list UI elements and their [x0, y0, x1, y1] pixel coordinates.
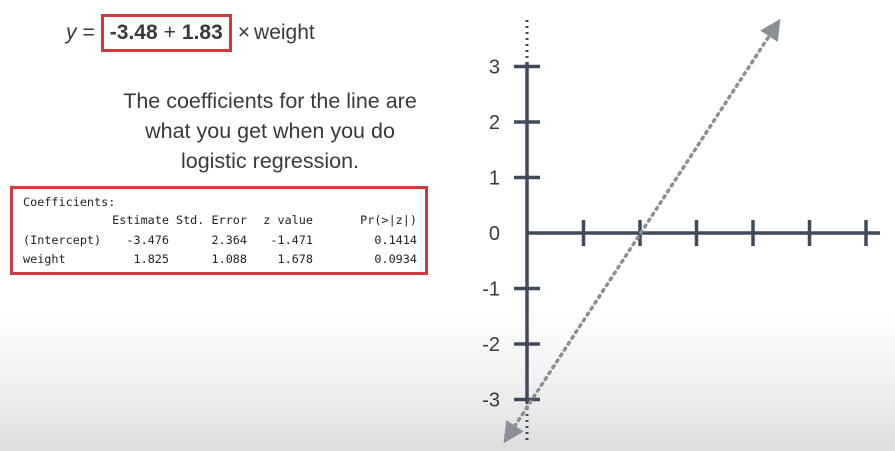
caption-line-3: logistic regression.: [180, 149, 360, 173]
row-p-value: 0.0934: [374, 252, 417, 266]
table-row-weight: weight 1.825 1.088 1.678 0.0934: [13, 252, 425, 269]
equation-plus: +: [163, 21, 176, 44]
row-p-value: 0.1414: [374, 233, 417, 247]
y-tick-label: -3: [482, 390, 500, 412]
y-tick-label: -2: [482, 334, 500, 356]
column-header-std-error: Std. Error: [175, 213, 247, 227]
equation-intercept: -3.48: [109, 21, 158, 44]
y-tick-label: 0: [489, 223, 500, 245]
row-estimate: -3.476: [126, 233, 169, 247]
caption-line-2: what you get when you do: [145, 119, 395, 143]
row-std-error: 2.364: [211, 233, 247, 247]
column-header-z-value: z value: [263, 213, 313, 227]
row-name: weight: [23, 252, 66, 266]
y-tick-label: 2: [489, 112, 500, 134]
equation-equals: =: [82, 21, 95, 44]
column-header-p-value: Pr(>|z|): [360, 213, 417, 227]
row-std-error: 1.088: [211, 252, 247, 266]
equation-y-symbol: y: [66, 21, 77, 44]
caption: The coefficients for the line are what y…: [80, 86, 460, 176]
row-name: (Intercept): [23, 233, 102, 247]
coefficients-header-row: Estimate Std. Error z value Pr(>|z|): [13, 213, 425, 230]
caption-line-1: The coefficients for the line are: [123, 89, 417, 113]
row-estimate: 1.825: [133, 252, 169, 266]
y-tick-label: -1: [482, 279, 500, 301]
y-tick-label: 3: [489, 57, 500, 79]
equation-slope: 1.83: [181, 21, 223, 44]
y-tick-label: 1: [489, 168, 500, 190]
row-z-value: 1.678: [277, 252, 313, 266]
equation: y = -3.48 +1.83 × weight: [66, 14, 315, 52]
column-header-estimate: Estimate: [112, 213, 169, 227]
equation-times: ×: [237, 21, 251, 44]
regression-line: [503, 18, 781, 444]
equation-coefficients-highlight: -3.48 +1.83: [100, 14, 232, 52]
equation-variable: weight: [254, 21, 315, 44]
row-z-value: -1.471: [270, 233, 313, 247]
coefficients-title: Coefficients:: [23, 195, 116, 209]
table-row-intercept: (Intercept) -3.476 2.364 -1.471 0.1414: [13, 233, 425, 250]
coefficients-table: Coefficients: Estimate Std. Error z valu…: [10, 186, 428, 275]
